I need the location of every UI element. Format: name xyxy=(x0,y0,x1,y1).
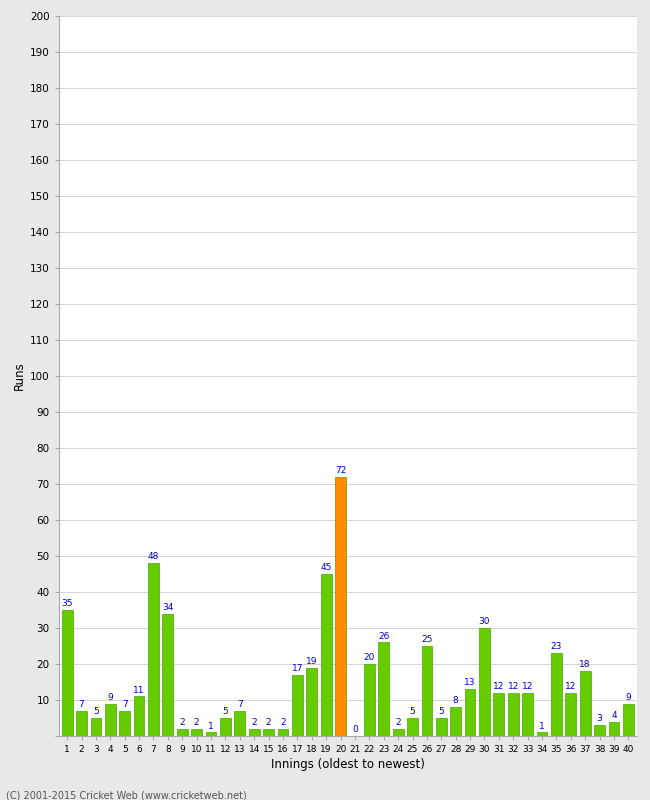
Text: 12: 12 xyxy=(508,682,519,691)
Text: 2: 2 xyxy=(395,718,401,727)
Text: 18: 18 xyxy=(579,661,591,670)
Bar xyxy=(378,642,389,736)
Bar xyxy=(177,729,188,736)
Bar xyxy=(134,696,144,736)
Bar xyxy=(320,574,332,736)
Text: 8: 8 xyxy=(453,696,458,706)
Bar xyxy=(220,718,231,736)
Text: 2: 2 xyxy=(266,718,272,727)
Bar xyxy=(62,610,73,736)
Text: 19: 19 xyxy=(306,657,317,666)
Text: 11: 11 xyxy=(133,686,145,694)
Text: 12: 12 xyxy=(493,682,504,691)
Bar xyxy=(436,718,447,736)
Y-axis label: Runs: Runs xyxy=(12,362,25,390)
X-axis label: Innings (oldest to newest): Innings (oldest to newest) xyxy=(271,758,424,771)
Text: 20: 20 xyxy=(363,653,375,662)
Text: 2: 2 xyxy=(252,718,257,727)
Bar xyxy=(566,693,576,736)
Bar xyxy=(205,733,216,736)
Bar xyxy=(580,671,591,736)
Bar xyxy=(191,729,202,736)
Text: 1: 1 xyxy=(208,722,214,730)
Text: 5: 5 xyxy=(222,707,228,716)
Bar xyxy=(148,563,159,736)
Bar xyxy=(162,614,174,736)
Bar xyxy=(522,693,533,736)
Text: 26: 26 xyxy=(378,632,389,641)
Bar xyxy=(120,711,130,736)
Bar xyxy=(537,733,547,736)
Bar xyxy=(594,726,605,736)
Bar xyxy=(479,628,490,736)
Bar xyxy=(292,675,303,736)
Bar xyxy=(508,693,519,736)
Bar xyxy=(493,693,504,736)
Bar xyxy=(235,711,245,736)
Text: 9: 9 xyxy=(625,693,631,702)
Text: 7: 7 xyxy=(237,700,242,709)
Text: 35: 35 xyxy=(61,599,73,608)
Text: 4: 4 xyxy=(611,711,617,720)
Text: 9: 9 xyxy=(107,693,113,702)
Text: 45: 45 xyxy=(320,563,332,572)
Text: 2: 2 xyxy=(179,718,185,727)
Text: 13: 13 xyxy=(464,678,476,687)
Bar xyxy=(450,707,461,736)
Bar xyxy=(393,729,404,736)
Bar xyxy=(306,667,317,736)
Text: 2: 2 xyxy=(194,718,200,727)
Bar xyxy=(608,722,619,736)
Text: 5: 5 xyxy=(410,707,415,716)
Bar xyxy=(465,690,475,736)
Text: 17: 17 xyxy=(292,664,303,673)
Text: 5: 5 xyxy=(438,707,444,716)
Text: 1: 1 xyxy=(539,722,545,730)
Text: (C) 2001-2015 Cricket Web (www.cricketweb.net): (C) 2001-2015 Cricket Web (www.cricketwe… xyxy=(6,790,247,800)
Text: 48: 48 xyxy=(148,553,159,562)
Bar xyxy=(407,718,418,736)
Bar xyxy=(335,477,346,736)
Bar xyxy=(249,729,259,736)
Text: 0: 0 xyxy=(352,726,358,734)
Bar xyxy=(263,729,274,736)
Bar xyxy=(551,653,562,736)
Text: 7: 7 xyxy=(79,700,84,709)
Text: 5: 5 xyxy=(93,707,99,716)
Text: 3: 3 xyxy=(597,714,603,723)
Text: 72: 72 xyxy=(335,466,346,475)
Bar xyxy=(278,729,289,736)
Text: 34: 34 xyxy=(162,603,174,612)
Bar xyxy=(105,704,116,736)
Text: 23: 23 xyxy=(551,642,562,651)
Text: 12: 12 xyxy=(522,682,533,691)
Text: 2: 2 xyxy=(280,718,286,727)
Text: 30: 30 xyxy=(478,618,490,626)
Bar xyxy=(421,646,432,736)
Bar xyxy=(76,711,87,736)
Bar xyxy=(623,704,634,736)
Text: 25: 25 xyxy=(421,635,433,644)
Bar xyxy=(364,664,375,736)
Text: 7: 7 xyxy=(122,700,127,709)
Bar xyxy=(90,718,101,736)
Text: 12: 12 xyxy=(565,682,577,691)
